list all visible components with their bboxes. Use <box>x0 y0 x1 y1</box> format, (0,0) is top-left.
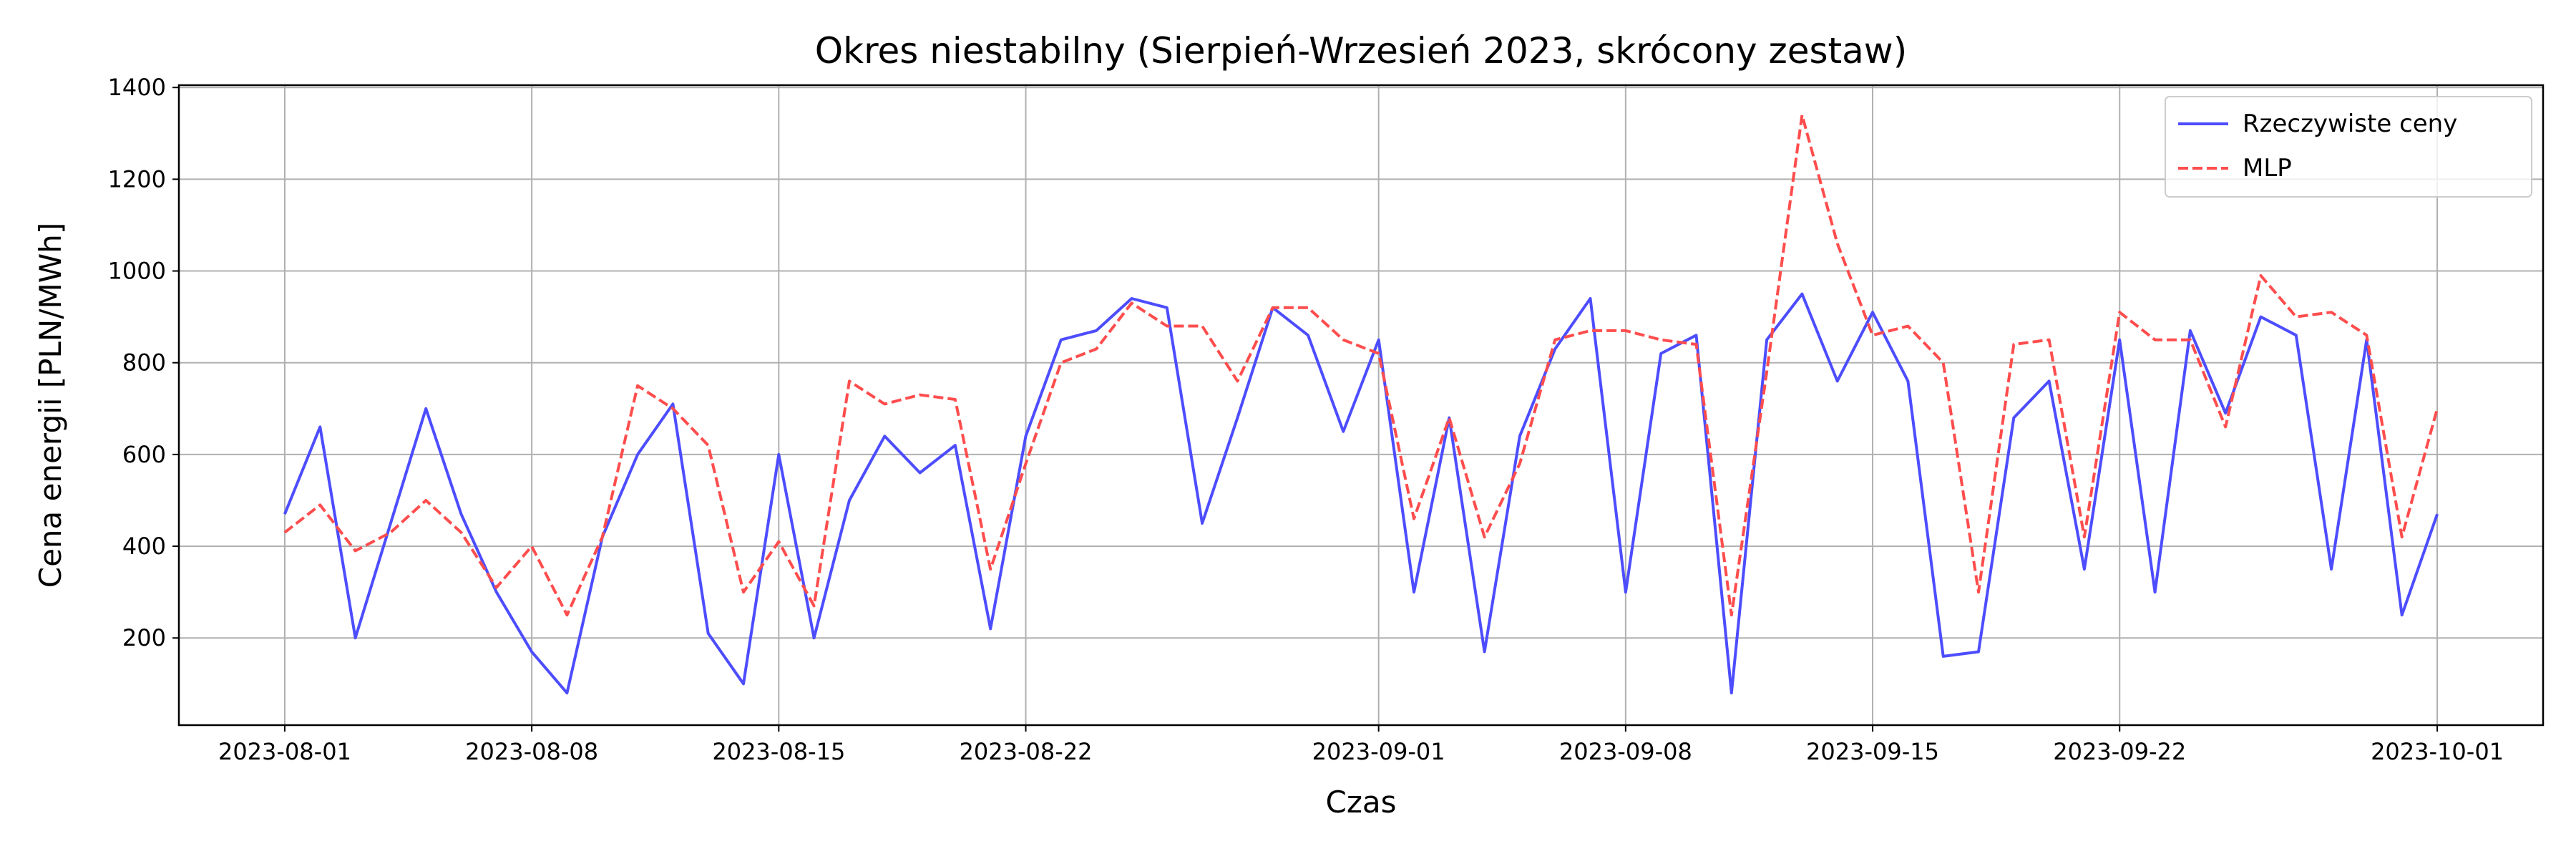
y-tick-label: 1200 <box>108 165 166 193</box>
y-tick-label: 800 <box>122 349 166 377</box>
chart-title: Okres niestabilny (Sierpień-Wrzesień 202… <box>815 30 1907 72</box>
x-tick-label: 2023-08-08 <box>465 738 598 765</box>
x-axis-label: Czas <box>1326 785 1397 820</box>
x-tick-label: 2023-09-22 <box>2053 738 2186 765</box>
legend-box <box>2165 96 2532 198</box>
data-line <box>283 292 2439 695</box>
x-tick-label: 2023-09-15 <box>1806 738 1939 765</box>
data-line <box>283 113 2439 617</box>
y-tick-label: 400 <box>122 533 166 560</box>
x-tick-label: 2023-09-01 <box>1312 738 1445 765</box>
y-tick-label: 1400 <box>108 74 166 101</box>
legend-label: Rzeczywiste ceny <box>2243 110 2457 138</box>
x-tick-label: 2023-08-15 <box>712 738 845 765</box>
x-tick-label: 2023-09-08 <box>1559 738 1692 765</box>
legend-label: MLP <box>2243 154 2292 183</box>
y-tick-label: 600 <box>122 441 166 468</box>
y-tick-label: 1000 <box>108 258 166 285</box>
x-tick-label: 2023-08-01 <box>218 738 351 765</box>
x-tick-label: 2023-08-22 <box>960 738 1093 765</box>
y-axis-label: Cena energii [PLN/MWh] <box>33 223 68 588</box>
x-tick-label: 2023-10-01 <box>2371 738 2504 765</box>
plot-frame <box>177 84 2545 727</box>
y-tick-label: 200 <box>122 624 166 651</box>
